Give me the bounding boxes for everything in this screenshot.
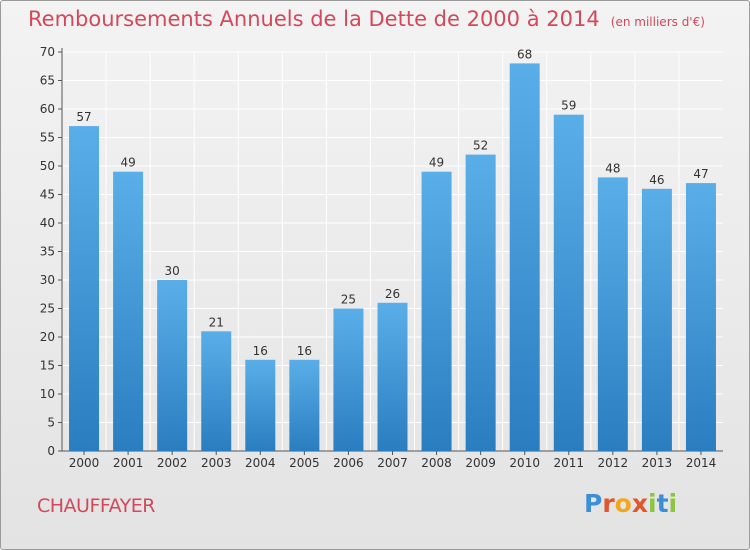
y-tick-label: 5	[47, 416, 55, 430]
y-tick-label: 40	[40, 216, 55, 230]
data-label: 21	[209, 315, 224, 329]
data-labels: 57 49 30 21 16 16 25 26 49 52 68 59 48 46 47	[76, 47, 708, 357]
title-text: Remboursements Annuels de la Dette de 20…	[28, 7, 600, 31]
data-label: 49	[429, 156, 444, 170]
data-label: 59	[561, 99, 576, 113]
bar-2008	[421, 171, 452, 451]
bars	[69, 63, 716, 452]
bar-2013	[641, 188, 672, 452]
x-tick-label: 2009	[465, 456, 496, 470]
y-tick-label: 30	[40, 273, 55, 287]
x-tick-label: 2004	[245, 456, 276, 470]
x-tick-label: 2006	[333, 456, 364, 470]
data-label: 16	[253, 344, 268, 358]
unit-label: (en milliers d'€)	[610, 15, 705, 29]
y-tick-label: 25	[40, 302, 55, 316]
logo-letter: o	[614, 489, 632, 518]
x-tick-label: 2005	[289, 456, 320, 470]
data-label: 47	[693, 167, 708, 181]
bar-2012	[597, 177, 628, 451]
logo-letter: r	[602, 489, 615, 518]
y-tick-label: 50	[40, 159, 55, 173]
data-label: 49	[120, 156, 135, 170]
logo-letter: P	[584, 489, 603, 518]
y-tick-label: 20	[40, 330, 55, 344]
x-tick-label: 2003	[201, 456, 232, 470]
x-tick-label: 2002	[157, 456, 188, 470]
place-name: CHAUFFAYER	[37, 495, 155, 517]
bar-2002	[157, 280, 188, 451]
proxiti-logo[interactable]: Proxiti	[584, 489, 677, 518]
data-label: 16	[297, 344, 312, 358]
data-label: 68	[517, 47, 532, 61]
logo-letter: t	[656, 489, 669, 518]
data-label: 26	[385, 287, 400, 301]
y-tick-label: 60	[40, 102, 55, 116]
x-tick-label: 2001	[113, 456, 144, 470]
y-tick-label: 55	[40, 131, 55, 145]
x-tick-label: 2008	[421, 456, 452, 470]
bar-2005	[289, 359, 320, 451]
y-tick-label: 15	[40, 359, 55, 373]
data-label: 30	[165, 264, 180, 278]
data-label: 46	[649, 173, 664, 187]
logo-letter: i	[648, 489, 657, 518]
logo-letter: x	[631, 489, 648, 518]
y-tick-label: 45	[40, 188, 55, 202]
chart-title: Remboursements Annuels de la Dette de 20…	[28, 7, 705, 31]
data-label: 57	[76, 110, 91, 124]
bar-2007	[377, 302, 408, 451]
y-tick-label: 0	[47, 444, 55, 458]
y-tick-label: 65	[40, 74, 55, 88]
x-tick-label: 2007	[377, 456, 408, 470]
y-tick-label: 10	[40, 387, 55, 401]
data-label: 48	[605, 161, 620, 175]
bar-2009	[465, 154, 496, 451]
x-tick-label: 2012	[598, 456, 629, 470]
bar-2006	[333, 308, 364, 451]
bar-2011	[553, 114, 584, 451]
data-label: 52	[473, 139, 488, 153]
bar-2001	[113, 171, 144, 451]
x-tick-label: 2010	[509, 456, 540, 470]
bar-2000	[69, 126, 100, 451]
x-tick-label: 2013	[642, 456, 673, 470]
x-tick-label: 2014	[686, 456, 717, 470]
logo-letter: i	[668, 489, 678, 518]
bar-2004	[245, 359, 276, 451]
x-tick-label: 2011	[553, 456, 584, 470]
y-tick-label: 35	[40, 245, 55, 259]
axes: 0 5 10 15 20 25 30 35 40 45 50 55 60 65 70 2000 2001 2002…	[40, 45, 723, 470]
bar-2010	[509, 63, 540, 452]
data-label: 25	[341, 293, 356, 307]
bar-2014	[685, 183, 716, 451]
bar-2003	[201, 331, 232, 451]
x-tick-label: 2000	[69, 456, 100, 470]
y-tick-label: 70	[40, 45, 55, 59]
